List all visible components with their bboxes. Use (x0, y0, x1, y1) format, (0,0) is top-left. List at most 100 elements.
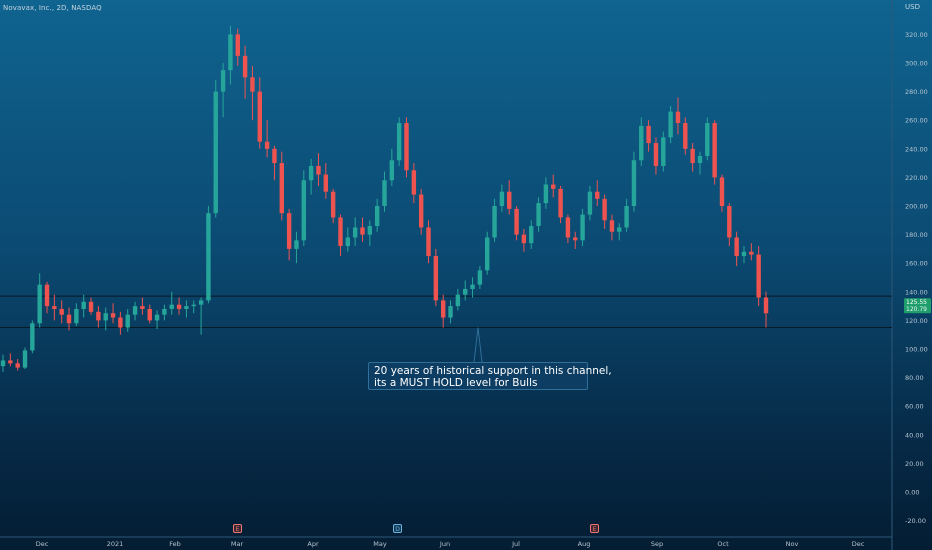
candle-body (169, 304, 174, 309)
candle-body (316, 165, 321, 175)
candle-body (250, 77, 255, 92)
candle-body (661, 137, 666, 166)
candle-body (176, 304, 182, 309)
annotation-pointer (473, 327, 483, 363)
candle-body (404, 123, 409, 171)
candle-body (382, 180, 387, 206)
candle-body (374, 206, 380, 227)
candle-body (463, 288, 468, 295)
earnings-marker-1[interactable]: E (233, 524, 242, 533)
candle-body (507, 191, 512, 209)
time-tick-label: 2021 (107, 540, 124, 548)
price-tick-label: 120.00 (905, 317, 928, 325)
annotation-line-1: 20 years of historical support in this c… (374, 365, 612, 377)
candle-body (140, 306, 145, 309)
candle-body (440, 300, 446, 318)
price-tick-label: 220.00 (905, 174, 928, 182)
currency-label[interactable]: USD (905, 3, 920, 11)
candle-body (595, 191, 600, 199)
candle-body (272, 148, 277, 164)
candle-body (37, 284, 42, 324)
candle-body (88, 301, 94, 312)
candle-body (617, 227, 622, 232)
price-tick-label: 320.00 (905, 31, 928, 39)
candle-body (536, 203, 541, 227)
candle-body (110, 313, 116, 318)
candle-body (198, 300, 204, 305)
candle-body (308, 165, 314, 181)
candle-body (213, 91, 218, 214)
price-tick-label: 280.00 (905, 88, 928, 96)
candle-body (220, 70, 226, 92)
candle-body (602, 198, 607, 221)
candle-body (81, 301, 86, 309)
candle-body (15, 363, 20, 368)
annotation-callout[interactable]: 20 years of historical support in this c… (368, 362, 612, 390)
price-tick-label: -20.00 (905, 517, 926, 525)
time-tick-label: Nov (786, 540, 799, 548)
candle-body (499, 191, 505, 206)
candle-body (712, 123, 717, 178)
candle-body (74, 308, 79, 324)
candle-body (668, 111, 673, 138)
candle-body (543, 184, 549, 204)
candle-body (52, 306, 57, 309)
candle-body (147, 308, 152, 321)
price-tick-label: 180.00 (905, 231, 928, 239)
candle-body (389, 160, 395, 181)
candle-body (0, 360, 6, 367)
candle-body (477, 270, 483, 285)
earnings-marker-2[interactable]: E (590, 524, 599, 533)
candle-body (749, 251, 754, 255)
candle-body (734, 237, 739, 257)
candle-body (294, 240, 299, 249)
candle-body (184, 306, 189, 309)
candle-body (30, 323, 35, 351)
candle-body (118, 317, 123, 328)
time-tick-label: Jun (439, 540, 450, 548)
candle-body (573, 237, 578, 241)
candle-body (756, 254, 761, 298)
candle-body (529, 226, 534, 244)
candle-body (235, 34, 240, 56)
candle-body (154, 314, 160, 321)
candle-body (705, 123, 710, 156)
candle-body (242, 55, 248, 78)
candle-body (418, 194, 424, 228)
candle-body (264, 141, 270, 149)
candle-body (455, 294, 461, 307)
candle-body (279, 163, 284, 214)
candle-body (323, 174, 329, 192)
candle-body (132, 306, 138, 315)
time-tick-label: Jul (511, 540, 520, 548)
candle-body (191, 304, 196, 307)
time-tick-label: Aug (578, 540, 591, 548)
time-tick-label: Dec (852, 540, 865, 548)
last-price-badge (904, 298, 931, 314)
candle-body (103, 313, 108, 321)
last-price-value: 125.55 (906, 299, 927, 306)
price-tick-label: 20.00 (905, 460, 924, 468)
candle-body (367, 226, 373, 235)
last-price-secondary: 120.79 (906, 306, 927, 313)
candle-body (206, 213, 211, 301)
candle-body (125, 314, 130, 328)
candle-body (411, 170, 417, 195)
price-tick-label: 40.00 (905, 431, 924, 439)
candle-body (352, 227, 358, 238)
candle-body (697, 155, 703, 164)
candle-body (257, 91, 262, 142)
price-tick-label: 300.00 (905, 60, 928, 68)
candle-body (727, 206, 732, 238)
dividend-marker[interactable]: D (393, 524, 402, 533)
price-tick-label: 80.00 (905, 374, 924, 382)
price-tick-label: 160.00 (905, 260, 928, 268)
candle-body (639, 125, 644, 161)
candle-body (338, 217, 343, 247)
candle-body (96, 311, 101, 321)
candle-body (690, 148, 695, 164)
candle-body (426, 227, 431, 257)
candle-body (741, 251, 747, 257)
